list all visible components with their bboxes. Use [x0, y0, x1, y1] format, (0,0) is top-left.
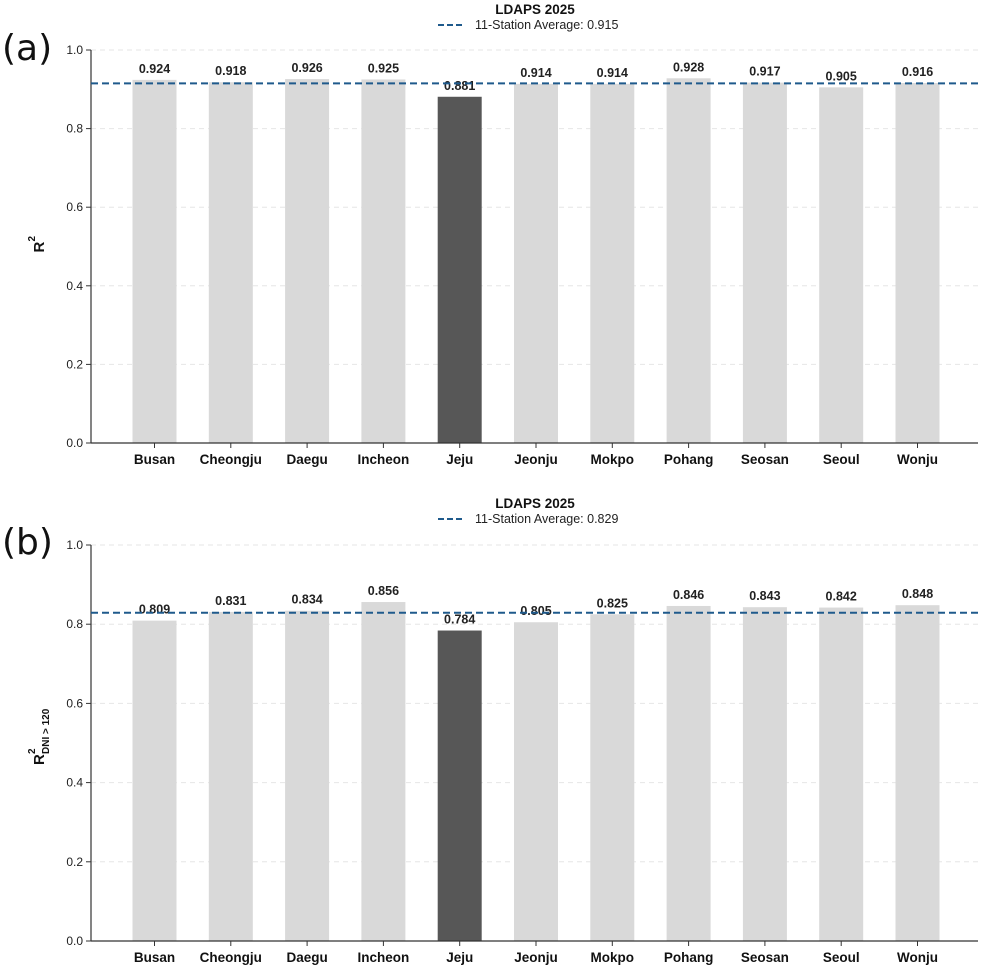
bar: [132, 79, 177, 444]
x-tick-label: Wonju: [897, 950, 938, 965]
chart-title: LDAPS 2025: [495, 2, 575, 17]
x-tick-label: Wonju: [897, 452, 938, 467]
bar-value-label: 0.848: [902, 587, 933, 601]
bar-value-label: 0.846: [673, 588, 704, 602]
bar-value-label: 0.914: [520, 66, 551, 80]
x-tick-label: Seosan: [741, 950, 789, 965]
x-tick-label: Seosan: [741, 452, 789, 467]
x-tick-label: Pohang: [664, 950, 714, 965]
bar-value-label: 0.926: [291, 61, 322, 75]
x-tick-label: Daegu: [286, 950, 327, 965]
y-tick-label: 0.6: [66, 696, 83, 710]
y-tick-label: 0.8: [66, 122, 83, 136]
bar-value-label: 0.842: [826, 590, 857, 604]
y-axis-label-base: R: [31, 754, 48, 765]
bar: [361, 602, 406, 941]
y-tick-label: 0.0: [66, 436, 83, 450]
y-tick-label: 0.6: [66, 200, 83, 214]
y-tick-label: 0.2: [66, 855, 83, 869]
panel-a-letter: (a): [2, 28, 53, 69]
y-tick-label: 0.0: [66, 934, 83, 948]
x-tick-label: Busan: [134, 452, 175, 467]
bar-value-label: 0.924: [139, 62, 170, 76]
x-tick-label: Incheon: [358, 950, 410, 965]
bar: [208, 611, 253, 941]
y-tick-label: 0.2: [66, 357, 83, 371]
y-tick-label: 1.0: [66, 538, 83, 552]
x-tick-label: Jeonju: [514, 452, 558, 467]
bar-value-label: 0.925: [368, 61, 399, 75]
x-tick-label: Jeju: [446, 452, 473, 467]
y-axis-label-superscript: 2: [27, 236, 38, 242]
bar-value-label: 0.809: [139, 603, 170, 617]
bar-value-label: 0.917: [749, 65, 780, 79]
y-tick-label: 0.4: [66, 279, 83, 293]
x-tick-label: Seoul: [823, 950, 860, 965]
bar: [895, 83, 940, 444]
panel-b-letter: (b): [2, 522, 53, 563]
bar-value-label: 0.916: [902, 65, 933, 79]
x-tick-label: Mokpo: [591, 452, 635, 467]
y-axis-label-subscript: DNI > 120: [41, 708, 52, 754]
x-tick-label: Cheongju: [200, 452, 262, 467]
chart-panel-b: 0.0 0.2 0.4 0.6 0.8 1.0 0.809 Busan 0.831 Cheongj…: [27, 496, 978, 965]
x-tick-label: Mokpo: [591, 950, 635, 965]
bar: [742, 607, 787, 941]
bar: [361, 79, 406, 443]
y-axis-label: R2: [27, 236, 48, 253]
y-tick-label: 0.4: [66, 776, 83, 790]
bar: [742, 82, 787, 443]
bar-value-label: 0.825: [597, 596, 628, 610]
x-tick-label: Incheon: [358, 452, 410, 467]
y-tick-label: 0.8: [66, 617, 83, 631]
bar-value-label: 0.918: [215, 64, 246, 78]
x-tick-label: Pohang: [664, 452, 714, 467]
x-tick-label: Seoul: [823, 452, 860, 467]
bar-value-label: 0.905: [826, 69, 857, 83]
y-axis-label: R2 DNI > 120: [27, 708, 52, 765]
bar: [666, 605, 711, 941]
bar-value-label: 0.784: [444, 613, 475, 627]
y-axis-label-superscript: 2: [27, 748, 38, 754]
x-tick-label: Daegu: [286, 452, 327, 467]
y-axis-label-base: R: [31, 242, 48, 253]
x-tick-label: Jeju: [446, 950, 473, 965]
bar: [437, 96, 482, 443]
bar-value-label: 0.843: [749, 589, 780, 603]
bar: [285, 610, 330, 941]
bar: [590, 614, 635, 941]
bar: [437, 630, 482, 941]
bar: [819, 607, 864, 941]
bar-value-label: 0.881: [444, 79, 475, 93]
bar: [514, 622, 558, 941]
bar: [666, 78, 711, 444]
bar-value-label: 0.928: [673, 60, 704, 74]
y-tick-label: 1.0: [66, 43, 83, 57]
bar-value-label: 0.831: [215, 594, 246, 608]
bar: [514, 83, 558, 443]
bar: [895, 605, 940, 941]
x-tick-label: Cheongju: [200, 950, 262, 965]
bar-value-label: 0.914: [597, 66, 628, 80]
legend-label: 11-Station Average: 0.829: [475, 512, 618, 526]
bar: [132, 620, 177, 941]
bar-value-label: 0.834: [291, 593, 322, 607]
bar-value-label: 0.805: [520, 604, 551, 618]
x-tick-label: Busan: [134, 950, 175, 965]
bar: [590, 83, 635, 443]
bar: [285, 79, 330, 443]
bar: [208, 82, 253, 443]
x-tick-label: Jeonju: [514, 950, 558, 965]
bar: [819, 87, 864, 444]
chart-title: LDAPS 2025: [495, 496, 575, 511]
bar-value-label: 0.856: [368, 584, 399, 598]
legend-label: 11-Station Average: 0.915: [475, 18, 618, 32]
chart-panel-a: 0.0 0.2 0.4 0.6 0.8 1.0 0.924 Busan 0.918 Cheongj…: [27, 2, 978, 467]
